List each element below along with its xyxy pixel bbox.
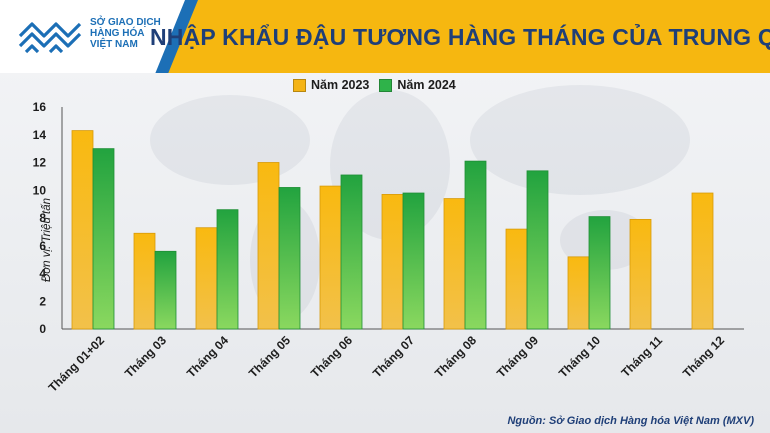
logo-wordmark: SỞ GIAO DỊCH HÀNG HÓA VIỆT NAM [90, 17, 168, 50]
bar-2023 [505, 228, 528, 330]
chart-title: NHẬP KHẨU ĐẬU TƯƠNG HÀNG THÁNG CỦA TRUNG… [150, 24, 770, 50]
y-tick-label: 16 [33, 100, 47, 114]
y-tick-label: 14 [33, 128, 47, 142]
bar-2024 [464, 160, 487, 330]
x-tick-label: Tháng 07 [370, 333, 417, 380]
bar-2024 [526, 170, 549, 330]
bar-2023 [257, 162, 280, 330]
chart-legend: Năm 2023 Năm 2024 [293, 77, 466, 93]
x-tick-label: Tháng 11 [618, 333, 665, 380]
bar-2023 [567, 256, 590, 330]
x-tick-label: Tháng 10 [556, 333, 603, 380]
bar-2023 [195, 227, 218, 330]
logo-line: SỞ GIAO DỊCH [90, 17, 161, 28]
bar-2023 [319, 185, 342, 330]
bar-2024 [278, 187, 301, 330]
legend-label-2024: Năm 2024 [397, 78, 456, 92]
bar-2024 [154, 250, 177, 330]
legend-label-2023: Năm 2023 [311, 78, 370, 92]
logo-line: VIỆT NAM [90, 39, 138, 50]
bar-2024 [588, 216, 611, 330]
legend-item-2023: Năm 2023 [293, 78, 369, 92]
y-tick-label: 10 [33, 183, 47, 197]
x-tick-label: Tháng 06 [308, 333, 355, 380]
x-tick-label: Tháng 04 [184, 333, 231, 380]
legend-swatch-2024 [379, 78, 393, 92]
bar-2024 [402, 192, 425, 330]
bar-2023 [691, 192, 714, 330]
source-note: Nguồn: Sở Giao dịch Hàng hóa Việt Nam (M… [507, 415, 754, 427]
legend-swatch-2023 [293, 78, 306, 92]
x-tick-label: Tháng 12 [680, 333, 727, 380]
bar-2023 [71, 130, 94, 330]
y-tick-label: 8 [39, 211, 46, 225]
x-tick-label: Tháng 08 [432, 333, 479, 380]
mxv-logo-icon [18, 22, 82, 54]
bar-2023 [133, 232, 156, 330]
y-tick-label: 2 [39, 294, 46, 308]
bar-2024 [216, 209, 239, 330]
background-map-shape [150, 95, 310, 185]
bar-2023 [629, 218, 652, 330]
bar-2023 [443, 198, 466, 330]
y-tick-label: 12 [33, 156, 47, 170]
bar-2023 [381, 194, 404, 330]
logo-line: HÀNG HÓA [90, 28, 145, 39]
y-tick-label: 4 [39, 267, 46, 281]
y-tick-label: 6 [39, 239, 46, 253]
bar-2024 [92, 148, 115, 330]
bar-2024 [340, 174, 363, 330]
x-tick-label: Tháng 05 [246, 333, 293, 380]
x-tick-label: Tháng 03 [122, 333, 169, 380]
background-map-shape [470, 85, 690, 195]
y-tick-label: 0 [39, 322, 46, 336]
x-tick-label: Tháng 09 [494, 333, 541, 380]
legend-item-2024: Năm 2024 [379, 78, 456, 92]
x-tick-label: Tháng 01+02 [46, 333, 108, 395]
